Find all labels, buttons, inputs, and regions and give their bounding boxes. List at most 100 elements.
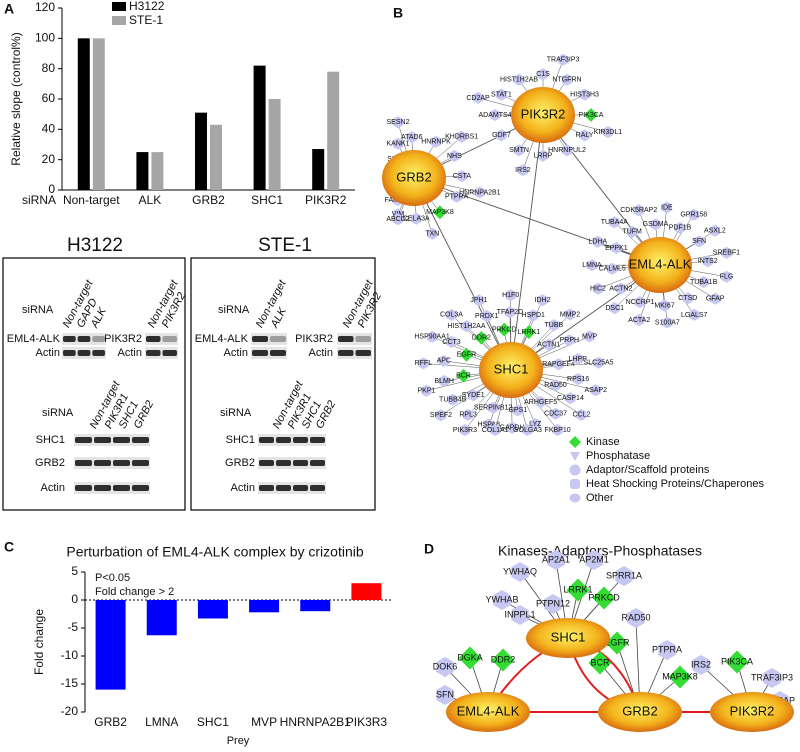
node-label: MAP3K8 bbox=[662, 671, 698, 681]
node-label: SFN bbox=[436, 689, 454, 699]
kinase-node bbox=[588, 651, 612, 675]
protein-node bbox=[710, 292, 721, 305]
node-label: LGALS7 bbox=[681, 312, 708, 319]
bar bbox=[300, 600, 331, 612]
blot-band bbox=[77, 336, 91, 342]
node-label: TFAP2D bbox=[497, 309, 523, 316]
protein-node bbox=[406, 131, 417, 144]
y-axis-label: Fold change bbox=[32, 609, 46, 675]
protein-node bbox=[658, 640, 676, 660]
protein-node bbox=[496, 88, 507, 101]
bar bbox=[327, 71, 340, 190]
protein-node bbox=[411, 212, 422, 225]
hub-node bbox=[511, 87, 575, 143]
blot-band bbox=[146, 350, 161, 356]
protein-node bbox=[436, 685, 454, 705]
protein-node bbox=[602, 126, 614, 139]
bar bbox=[77, 38, 90, 191]
row-label: siRNA bbox=[22, 304, 54, 316]
protein-node bbox=[537, 294, 548, 307]
node-label: EGFR bbox=[457, 352, 476, 359]
protein-node bbox=[544, 594, 562, 614]
blot-band bbox=[75, 485, 92, 491]
bar bbox=[253, 65, 266, 190]
node-label: TUBA4A bbox=[601, 219, 629, 226]
blot-band bbox=[276, 437, 291, 443]
y-tick-label: -5 bbox=[67, 620, 78, 634]
protein-node bbox=[561, 73, 573, 86]
protein-node bbox=[592, 282, 604, 295]
hub-node bbox=[446, 692, 530, 732]
node-label: KANK1 bbox=[387, 141, 410, 148]
node-label: ACTA2 bbox=[628, 317, 650, 324]
protein-node bbox=[553, 358, 564, 371]
hub-node bbox=[598, 692, 682, 732]
node-label: EGFR bbox=[604, 637, 630, 647]
node-label: KIR3DL1 bbox=[594, 129, 623, 136]
node-label: HIST3H3 bbox=[570, 91, 599, 98]
protein-node bbox=[456, 130, 467, 143]
protein-node bbox=[682, 292, 693, 305]
protein-node bbox=[528, 309, 539, 322]
node-label: TUBB4B bbox=[439, 397, 467, 404]
protein-node bbox=[392, 213, 404, 226]
blot-band bbox=[310, 485, 325, 491]
node-label: C1S bbox=[536, 71, 550, 78]
node-label: PDF1B bbox=[669, 225, 692, 232]
node-label: ABCD2 bbox=[386, 216, 409, 223]
annotation: Fold change > 2 bbox=[95, 586, 174, 598]
band-label: SHC1 bbox=[226, 434, 255, 446]
node-label: JPH1 bbox=[470, 297, 487, 304]
node-label: CDC37 bbox=[544, 411, 567, 418]
row-label: siRNA bbox=[42, 407, 74, 419]
node-label: SREBF1 bbox=[713, 250, 740, 257]
protein-node bbox=[459, 424, 471, 436]
protein-node bbox=[418, 357, 429, 370]
blot-band bbox=[259, 485, 274, 491]
protein-node bbox=[576, 408, 587, 421]
x-tick-label: SHC1 bbox=[197, 715, 229, 729]
protein-node bbox=[446, 335, 457, 348]
protein-node bbox=[447, 393, 458, 406]
x-tick-label: Non-target bbox=[63, 193, 120, 207]
protein-node bbox=[633, 204, 644, 217]
hub-node bbox=[479, 342, 543, 398]
protein-node bbox=[550, 407, 561, 420]
protein-node bbox=[650, 218, 661, 231]
node-label: DGKA bbox=[457, 652, 483, 662]
node-label: CDK5RAP2 bbox=[620, 207, 657, 214]
node-label: LYZ bbox=[529, 421, 542, 428]
protein-node bbox=[564, 308, 576, 321]
kinase-node bbox=[668, 665, 692, 689]
blot-title: H3122 bbox=[67, 235, 123, 256]
node-label: CD2AP bbox=[466, 95, 490, 102]
band-label: GRB2 bbox=[35, 457, 65, 469]
bar bbox=[312, 149, 325, 190]
node-label: CCL2 bbox=[572, 412, 590, 419]
protein-node bbox=[565, 392, 576, 405]
band-label: SHC1 bbox=[36, 434, 65, 446]
x-tick-label: HNRNPA2B1 bbox=[280, 715, 351, 729]
x-axis-label: Prey bbox=[227, 735, 250, 747]
kinase-node bbox=[497, 322, 512, 337]
bar bbox=[210, 124, 222, 190]
node-label: SESN2 bbox=[387, 119, 410, 126]
y-tick-label: -20 bbox=[61, 704, 79, 718]
bar bbox=[146, 600, 177, 636]
protein-node bbox=[511, 562, 529, 582]
node-label: ACTN2 bbox=[609, 285, 632, 292]
protein-node bbox=[438, 354, 449, 367]
panel-letter: B bbox=[393, 5, 403, 21]
protein-node bbox=[609, 302, 620, 315]
node-label: PTPRA bbox=[652, 644, 682, 654]
blot-strip bbox=[258, 434, 326, 446]
node-label: SMTN bbox=[509, 147, 529, 154]
protein-node bbox=[579, 88, 590, 101]
protein-node bbox=[506, 421, 518, 434]
kinase-node bbox=[592, 586, 616, 610]
protein-node bbox=[702, 255, 713, 268]
band-label: Actin bbox=[36, 347, 60, 359]
node-label: ASXL2 bbox=[704, 228, 726, 235]
legend-swatch bbox=[112, 16, 126, 25]
bar bbox=[249, 600, 280, 613]
